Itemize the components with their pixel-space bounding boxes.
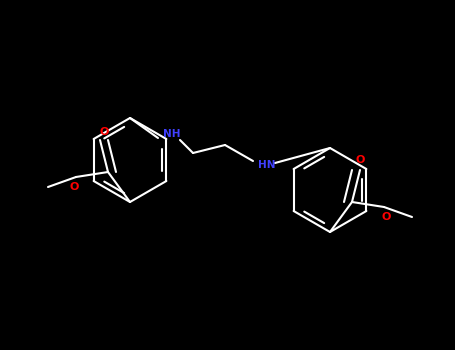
Text: HN: HN — [258, 160, 276, 170]
Text: O: O — [381, 212, 391, 222]
Text: O: O — [69, 182, 79, 192]
Text: O: O — [355, 155, 365, 165]
Text: NH: NH — [163, 129, 181, 139]
Text: O: O — [99, 127, 109, 137]
